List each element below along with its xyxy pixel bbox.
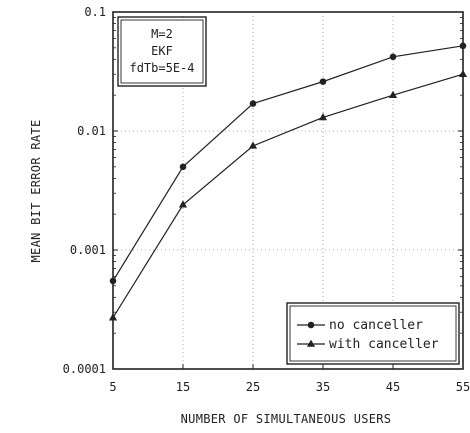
data-point-circle bbox=[319, 78, 327, 85]
legend-label-with-canceller: with canceller bbox=[329, 337, 439, 352]
legend-marker-no-canceller bbox=[307, 321, 315, 329]
y-tick-labels: 0.0001 0.001 0.01 0.1 bbox=[63, 5, 106, 376]
series-no-canceller bbox=[109, 42, 467, 285]
tick-marks bbox=[112, 11, 464, 370]
annotation-box: M=2 EKF fdTb=5E-4 bbox=[117, 16, 207, 87]
annotation-inner-frame bbox=[120, 19, 204, 84]
legend-frame bbox=[286, 302, 460, 365]
y-axis-title: MEAN BIT ERROR RATE bbox=[29, 120, 43, 263]
data-point-circle bbox=[109, 277, 117, 285]
data-point-triangle bbox=[178, 200, 188, 208]
data-point-triangle bbox=[248, 141, 258, 149]
y-tick-label: 0.01 bbox=[77, 124, 106, 138]
y-tick-label: 0.0001 bbox=[63, 362, 106, 376]
series-with-canceller bbox=[108, 69, 468, 321]
data-point-circle bbox=[179, 163, 187, 171]
data-point-triangle bbox=[388, 90, 398, 98]
series-layer bbox=[108, 42, 468, 321]
data-point-triangle bbox=[458, 69, 468, 78]
y-tick-label: 0.1 bbox=[84, 5, 106, 19]
annotation-frame bbox=[117, 16, 207, 87]
data-point-triangle bbox=[318, 113, 328, 121]
x-tick-label: 25 bbox=[246, 380, 260, 394]
data-point-triangle bbox=[108, 313, 118, 321]
annotation-line-1: M=2 bbox=[151, 27, 173, 41]
x-tick-label: 5 bbox=[109, 380, 116, 394]
x-axis-title: NUMBER OF SIMULTANEOUS USERS bbox=[181, 412, 392, 426]
data-point-circle bbox=[249, 100, 257, 107]
legend-marker-with-canceller bbox=[306, 339, 316, 347]
data-point-circle bbox=[459, 42, 467, 50]
legend: no canceller with canceller bbox=[286, 302, 460, 365]
plot-frame bbox=[112, 11, 464, 370]
series-line bbox=[112, 73, 464, 318]
annotation-line-3: fdTb=5E-4 bbox=[129, 61, 194, 75]
y-tick-label: 0.001 bbox=[70, 243, 106, 257]
x-tick-label: 15 bbox=[176, 380, 190, 394]
legend-inner-frame bbox=[289, 305, 457, 362]
series-line bbox=[112, 45, 464, 282]
x-tick-label: 45 bbox=[386, 380, 400, 394]
x-tick-labels: 5 15 25 35 45 55 bbox=[109, 380, 470, 394]
data-point-circle bbox=[389, 53, 397, 61]
x-tick-label: 35 bbox=[316, 380, 330, 394]
x-tick-label: 55 bbox=[456, 380, 470, 394]
legend-label-no-canceller: no canceller bbox=[329, 318, 423, 333]
annotation-line-2: EKF bbox=[151, 44, 173, 58]
